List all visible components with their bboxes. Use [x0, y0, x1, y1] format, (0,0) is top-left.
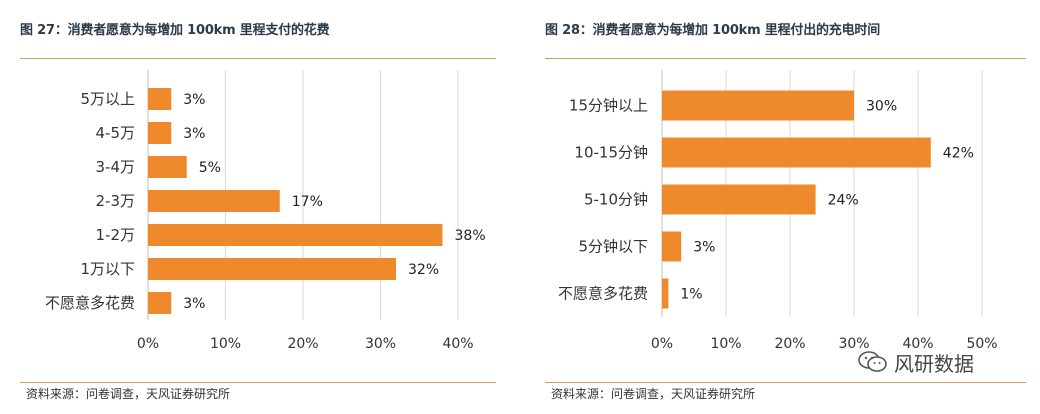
x-tick-label: 10% [210, 336, 241, 352]
data-label: 24% [828, 193, 859, 209]
x-tick-label: 0% [651, 336, 673, 352]
bar [662, 90, 854, 121]
bar [662, 278, 669, 309]
bar [148, 88, 172, 110]
wechat-icon [858, 351, 887, 372]
bar [148, 224, 443, 246]
data-label: 3% [183, 296, 205, 312]
chart-title: 图 27：消费者愿意为每增加 100km 里程支付的花费 [20, 23, 330, 38]
x-tick-label: 50% [966, 336, 997, 352]
chart-plot: 0% 10% 20% 30% 40% 5万以上 3% 4-5万 3% 3-4万 5% 2-3万 17% 1… [45, 70, 486, 352]
data-label: 3% [183, 92, 205, 108]
category-label: 不愿意多花费 [45, 294, 135, 312]
title-divider [545, 58, 1026, 59]
chart-title: 图 28：消费者愿意为每增加 100km 里程付出的充电时间 [545, 23, 880, 38]
data-label: 17% [292, 194, 323, 210]
category-label: 1-2万 [96, 226, 136, 244]
bar [662, 231, 682, 262]
source-note: 资料来源：问卷调查，天风证券研究所 [26, 387, 231, 401]
data-label: 38% [455, 228, 486, 244]
x-tick-label: 10% [710, 336, 741, 352]
bar [148, 156, 187, 178]
bar [148, 292, 172, 314]
data-label: 3% [693, 240, 715, 256]
x-tick-label: 40% [902, 336, 933, 352]
title-divider [20, 58, 496, 59]
category-label: 5分钟以下 [578, 238, 648, 256]
source-divider [20, 382, 496, 383]
data-label: 32% [408, 262, 439, 278]
category-label: 10-15分钟 [574, 144, 648, 162]
category-label: 3-4万 [96, 158, 136, 176]
source-note: 资料来源：问卷调查，天风证券研究所 [551, 387, 756, 401]
bar [662, 184, 816, 215]
category-label: 2-3万 [96, 192, 136, 210]
category-label: 4-5万 [96, 124, 136, 142]
x-tick-label: 20% [774, 336, 805, 352]
source-divider [545, 382, 1026, 383]
watermark: 风研数据 [858, 347, 974, 377]
x-tick-label: 30% [838, 336, 869, 352]
x-tick-label: 20% [287, 336, 318, 352]
data-label: 42% [943, 146, 974, 162]
left-chart-panel: 图 27：消费者愿意为每增加 100km 里程支付的花费 0% 10% 20% 30%… [0, 0, 510, 414]
data-label: 30% [866, 99, 897, 115]
x-tick-label: 40% [442, 336, 473, 352]
category-label: 5-10分钟 [584, 191, 648, 209]
bar [662, 137, 931, 168]
x-tick-label: 0% [137, 336, 159, 352]
right-chart-panel: 图 28：消费者愿意为每增加 100km 里程付出的充电时间 0% 10% 20% 3… [525, 0, 1040, 414]
category-label: 1万以下 [80, 260, 135, 278]
data-label: 1% [680, 287, 702, 303]
bar [148, 258, 396, 280]
x-tick-label: 30% [365, 336, 396, 352]
category-label: 5万以上 [80, 90, 135, 108]
bar [148, 122, 172, 144]
data-label: 5% [199, 160, 221, 176]
bar [148, 190, 280, 212]
category-label: 15分钟以上 [569, 97, 648, 115]
data-label: 3% [183, 126, 205, 142]
category-label: 不愿意多花费 [558, 285, 648, 303]
watermark-text: 风研数据 [894, 351, 974, 376]
chart-plot: 0% 10% 20% 30% 40% 50% 15分钟以上 30% 10-15分钟 42% 5-10… [558, 70, 998, 352]
